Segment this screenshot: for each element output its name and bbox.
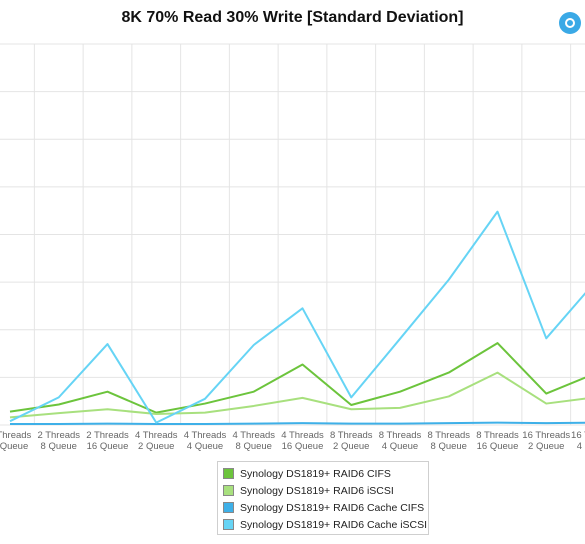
legend-label: Synology DS1819+ RAID6 iSCSI — [240, 484, 394, 497]
legend-label: Synology DS1819+ RAID6 CIFS — [240, 467, 391, 480]
x-tick-label: 8 Threads 2 Queue — [330, 430, 373, 452]
legend-item[interactable]: Synology DS1819+ RAID6 CIFS — [223, 465, 428, 482]
legend-swatch — [223, 468, 234, 479]
x-tick-label: 8 Threads 8 Queue — [427, 430, 470, 452]
x-tick-label: 2 Threads 16 Queue — [86, 430, 129, 452]
legend-swatch — [223, 519, 234, 530]
info-icon[interactable] — [559, 12, 581, 34]
legend: Synology DS1819+ RAID6 CIFS Synology DS18… — [217, 461, 429, 535]
x-tick-label: 4 Threads 8 Queue — [232, 430, 275, 452]
series-line[interactable] — [9, 210, 585, 424]
series-line[interactable] — [10, 421, 585, 426]
chart-title: 8K 70% Read 30% Write [Standard Deviatio… — [121, 9, 464, 26]
legend-label: Synology DS1819+ RAID6 Cache iSCSI — [240, 518, 428, 531]
x-tick-label: 4 Threads 16 Queue — [281, 430, 324, 452]
series-line[interactable] — [9, 371, 585, 419]
legend-item[interactable]: Synology DS1819+ RAID6 iSCSI — [223, 482, 428, 499]
x-tick-label: 4 Threads 4 Queue — [184, 430, 227, 452]
legend-item[interactable]: Synology DS1819+ RAID6 Cache iSCSI — [223, 516, 428, 533]
legend-swatch — [223, 485, 234, 496]
series-lines — [9, 210, 585, 426]
x-tick-label: 4 Threads 2 Queue — [135, 430, 178, 452]
legend-item[interactable]: Synology DS1819+ RAID6 Cache CIFS — [223, 499, 428, 516]
series-line[interactable] — [9, 342, 585, 414]
grid — [0, 43, 585, 426]
legend-label: Synology DS1819+ RAID6 Cache CIFS — [240, 501, 425, 514]
x-tick-label: 8 Threads 16 Queue — [476, 430, 519, 452]
x-tick-label: 16 Threads 2 Queue — [522, 430, 570, 452]
legend-swatch — [223, 502, 234, 513]
x-tick-label: 2 Threads 8 Queue — [37, 430, 80, 452]
x-tick-label: 8 Threads 4 Queue — [379, 430, 422, 452]
